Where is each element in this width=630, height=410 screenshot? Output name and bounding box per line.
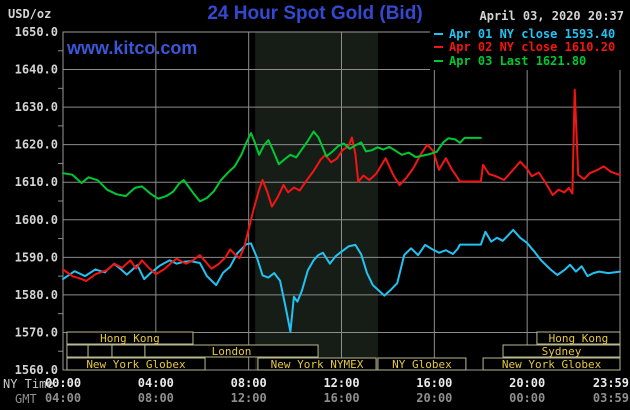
x-tick-label-ny: 12:00 — [323, 376, 359, 390]
legend-label: Apr 01 NY close 1593.40 — [449, 26, 616, 41]
session-box — [111, 344, 146, 358]
legend: Apr 01 NY close 1593.40 Apr 02 NY close 1… — [430, 26, 629, 70]
kitco-watermark-link[interactable]: www.kitco.com — [67, 38, 198, 58]
x-tick-label-gmt: 03:59 — [593, 391, 629, 405]
session-box — [377, 357, 467, 371]
session-box — [502, 344, 621, 358]
x-tick-label-ny: 20:00 — [509, 376, 545, 390]
nymex-session-band — [255, 32, 378, 370]
y-tick-label: 1560.0 — [15, 363, 58, 377]
series-line-apr01 — [62, 228, 621, 333]
session-label: NY Globex — [392, 358, 452, 371]
legend-dash-icon — [434, 46, 443, 49]
y-tick-label: 1580.0 — [15, 288, 58, 302]
x-tick-label-gmt: 00:00 — [509, 391, 545, 405]
y-tick-label: 1630.0 — [15, 100, 58, 114]
session-box — [66, 357, 206, 371]
x-tick-label-ny: 08:00 — [231, 376, 267, 390]
legend-label: Apr 03 Last 1621.80 — [449, 53, 587, 68]
gmt-axis-label: GMT — [15, 392, 37, 406]
series-line-apr02 — [62, 88, 621, 282]
x-tick-label-gmt: 08:00 — [138, 391, 174, 405]
session-label: London — [212, 345, 252, 358]
legend-item-1: Apr 02 NY close 1610.20 — [434, 40, 629, 55]
session-box — [482, 357, 621, 371]
chart-datetime: April 03, 2020 20:37 — [479, 9, 625, 23]
x-tick-label-ny: 16:00 — [416, 376, 452, 390]
session-box — [66, 331, 194, 345]
session-label: New York Globex — [502, 358, 602, 371]
y-tick-label: 1610.0 — [15, 175, 58, 189]
legend-label: Apr 02 NY close 1610.20 — [449, 40, 616, 55]
chart-title: 24 Hour Spot Gold (Bid) — [207, 3, 423, 24]
x-tick-label-ny: 23:59 — [593, 376, 629, 390]
y-axis-units-label: USD/oz — [8, 7, 52, 21]
session-label: Hong Kong — [100, 332, 160, 345]
x-tick-label-gmt: 20:00 — [416, 391, 452, 405]
y-tick-label: 1650.0 — [15, 25, 58, 39]
x-tick-label-ny: 04:00 — [138, 376, 174, 390]
y-tick-label: 1600.0 — [15, 213, 58, 227]
y-tick-label: 1640.0 — [15, 63, 58, 77]
x-tick-label-gmt: 12:00 — [231, 391, 267, 405]
session-label: Hong Kong — [549, 332, 609, 345]
y-tick-label: 1590.0 — [15, 250, 58, 264]
x-tick-label-gmt: 16:00 — [323, 391, 359, 405]
legend-dash-icon — [434, 32, 443, 35]
x-tick-label-ny: 00:00 — [45, 376, 81, 390]
series-line-apr03 — [62, 130, 482, 203]
session-box — [66, 344, 89, 358]
session-label: New York Globex — [86, 358, 186, 371]
session-label: Sydney — [542, 345, 582, 358]
y-tick-label: 1570.0 — [15, 325, 58, 339]
session-box — [144, 344, 319, 358]
y-tick-label: 1620.0 — [15, 138, 58, 152]
session-box — [257, 357, 377, 371]
x-tick-label-gmt: 04:00 — [45, 391, 81, 405]
legend-item-2: Apr 03 Last 1621.80 — [434, 54, 629, 68]
ny-time-axis-label: NY Time — [3, 377, 54, 391]
legend-dash-icon — [434, 59, 443, 62]
session-label: New York NYMEX — [271, 358, 364, 371]
session-box — [536, 331, 621, 345]
session-box — [87, 344, 113, 358]
legend-item-0: Apr 01 NY close 1593.40 — [434, 27, 629, 41]
